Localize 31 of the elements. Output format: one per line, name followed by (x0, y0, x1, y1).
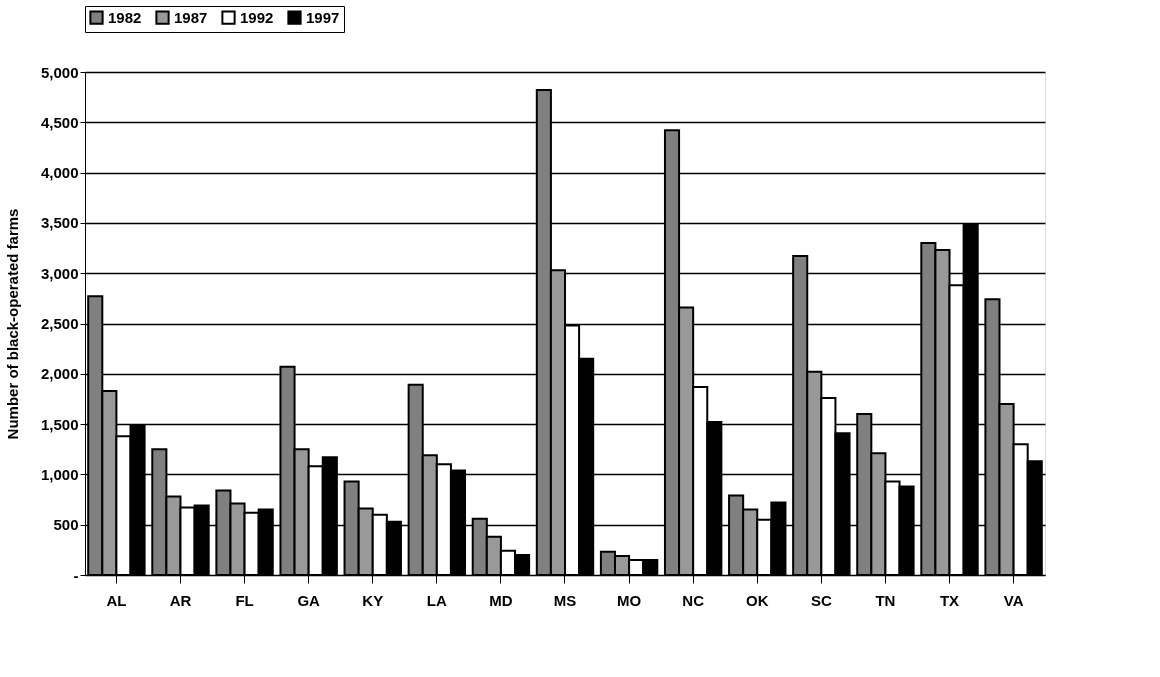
y-axis-title: Number of black-operated farms (3, 208, 21, 440)
x-tick-label: TX (939, 591, 960, 609)
y-tick-label: 3,000 (40, 264, 79, 282)
y-tick-label: - (73, 566, 79, 584)
y-tick-label: 2,000 (40, 365, 79, 383)
legend-label: 1987 (174, 8, 208, 26)
legend-label: 1982 (108, 8, 142, 26)
x-tick-label: MS (553, 591, 577, 609)
x-tick-label: GA (297, 591, 321, 609)
y-tick-label: 4,000 (40, 164, 79, 182)
x-tick-label: MD (489, 591, 513, 609)
x-tick-label: AL (106, 591, 127, 609)
y-tick-label: 5,000 (40, 63, 79, 81)
x-tick-label: SC (810, 591, 832, 609)
y-tick-label: 1,500 (40, 415, 79, 433)
x-tick-label: OK (746, 591, 769, 609)
y-tick-label: 1,000 (40, 465, 79, 483)
x-tick-label: VA (1003, 591, 1024, 609)
y-tick-label: 2,500 (40, 315, 79, 332)
x-tick-label: AR (169, 591, 192, 609)
x-tick-label: FL (235, 591, 254, 609)
x-tick-label: TN (875, 591, 896, 609)
x-tick-label: NC (682, 591, 705, 609)
x-tick-label: LA (426, 591, 447, 609)
legend-label: 1992 (240, 8, 274, 26)
legend-label: 1997 (306, 8, 340, 26)
y-tick-label: 4,500 (40, 113, 79, 131)
y-tick-label: 3,500 (40, 214, 79, 232)
x-tick-label: MO (617, 591, 642, 609)
x-tick-label: KY (362, 591, 384, 609)
y-tick-label: 500 (53, 516, 79, 534)
